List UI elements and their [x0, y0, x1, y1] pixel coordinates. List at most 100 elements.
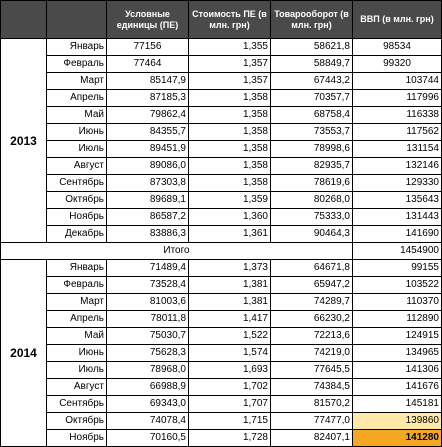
- month-cell: Октябрь: [46, 412, 107, 430]
- units-cell: 71489,4: [106, 259, 189, 277]
- header-row: Условные единицы (ПЕ) Стоимость ПЕ (в мл…: [0, 0, 442, 39]
- month-cell: Июнь: [46, 344, 107, 362]
- month-cell: Февраль: [46, 55, 107, 73]
- table-row: Апрель 78011,8 1,417 66230,2 112890: [1, 310, 442, 328]
- trade-cell: 82935,7: [270, 157, 353, 175]
- trade-cell: 70357,7: [270, 89, 353, 107]
- cost-cell: 1,357: [188, 55, 271, 73]
- cost-cell: 1,702: [188, 378, 271, 396]
- units-cell: 78011,8: [106, 310, 189, 328]
- month-cell: Январь: [46, 259, 107, 277]
- header-year: [0, 0, 47, 39]
- total-label: Итого: [0, 242, 353, 260]
- table-row: Декабрь 83886,3 1,361 90464,3 141690: [1, 225, 442, 243]
- cost-cell: 1,728: [188, 429, 271, 447]
- trade-cell: 64671,8: [270, 259, 353, 277]
- month-cell: Апрель: [46, 89, 107, 107]
- units-cell: 70160,5: [106, 429, 189, 447]
- gdp-cell: 124915: [352, 327, 442, 345]
- units-cell: 78968,0: [106, 361, 189, 379]
- gdp-cell: 129330: [352, 174, 442, 192]
- cost-cell: 1,693: [188, 361, 271, 379]
- cost-cell: 1,417: [188, 310, 271, 328]
- gdp-cell: 141676: [352, 378, 442, 396]
- table-row: Февраль 77464 1,357 58849,7 99320: [1, 55, 442, 73]
- gdp-cell: 99320: [352, 55, 442, 73]
- gdp-cell: 145181: [352, 395, 442, 413]
- units-cell: 89451,9: [106, 140, 189, 158]
- table-row: Июнь 84355,7 1,358 73553,7 117562: [1, 123, 442, 141]
- gdp-cell: 141306: [352, 361, 442, 379]
- units-cell: 87303,8: [106, 174, 189, 192]
- gdp-cell: 131154: [352, 140, 442, 158]
- trade-cell: 78998,6: [270, 140, 353, 158]
- table-row: Октябрь 74078,4 1,715 77477,0 139860: [1, 412, 442, 430]
- units-cell: 83886,3: [106, 225, 189, 243]
- table-row: Февраль 73528,4 1,381 65947,2 103522: [1, 276, 442, 294]
- gdp-cell: 134965: [352, 344, 442, 362]
- gdp-cell: 117996: [352, 89, 442, 107]
- cost-cell: 1,381: [188, 293, 271, 311]
- cost-cell: 1,358: [188, 174, 271, 192]
- units-cell: 89689,1: [106, 191, 189, 209]
- trade-cell: 65947,2: [270, 276, 353, 294]
- header-units: Условные единицы (ПЕ): [106, 0, 189, 39]
- trade-cell: 67443,2: [270, 72, 353, 90]
- table-row: Август 89086,0 1,358 82935,7 132146: [1, 157, 442, 175]
- units-cell: 77464: [106, 55, 189, 73]
- header-trade: Товарооборот (в млн. грн): [270, 0, 353, 39]
- table-row: Октябрь 89689,1 1,359 80268,0 135643: [1, 191, 442, 209]
- gdp-cell: 110370: [352, 293, 442, 311]
- total-gdp-cell: 1454900: [352, 242, 442, 260]
- month-cell: Ноябрь: [46, 429, 107, 447]
- month-cell: Сентябрь: [46, 395, 107, 413]
- table-row: Март 81003,6 1,381 74289,7 110370: [1, 293, 442, 311]
- month-cell: Сентябрь: [46, 174, 107, 192]
- units-cell: 75628,3: [106, 344, 189, 362]
- month-cell: Август: [46, 378, 107, 396]
- trade-cell: 77477,0: [270, 412, 353, 430]
- units-cell: 75030,7: [106, 327, 189, 345]
- cost-cell: 1,574: [188, 344, 271, 362]
- units-cell: 84355,7: [106, 123, 189, 141]
- month-cell: Май: [46, 106, 107, 124]
- cost-cell: 1,358: [188, 123, 271, 141]
- units-cell: 69343,0: [106, 395, 189, 413]
- month-cell: Июнь: [46, 123, 107, 141]
- gdp-cell-selected: 141280: [352, 429, 442, 447]
- table-row: Июль 89451,9 1,358 78998,6 131154: [1, 140, 442, 158]
- gdp-cell: 116338: [352, 106, 442, 124]
- gdp-cell: 99155: [352, 259, 442, 277]
- table-row: Июнь 75628,3 1,574 74219,0 134965: [1, 344, 442, 362]
- trade-cell: 58849,7: [270, 55, 353, 73]
- cost-cell: 1,381: [188, 276, 271, 294]
- cost-cell: 1,358: [188, 106, 271, 124]
- units-cell: 73528,4: [106, 276, 189, 294]
- table-row: Май 75030,7 1,522 72213,6 124915: [1, 327, 442, 345]
- cost-cell: 1,360: [188, 208, 271, 226]
- units-cell: 66988,9: [106, 378, 189, 396]
- trade-cell: 74289,7: [270, 293, 353, 311]
- gdp-cell: 135643: [352, 191, 442, 209]
- gdp-cell: 112890: [352, 310, 442, 328]
- gdp-cell: 132146: [352, 157, 442, 175]
- units-cell: 79862,4: [106, 106, 189, 124]
- year-2013-label: 2013: [0, 38, 47, 243]
- table-row: 2014 Январь 71489,4 1,373 64671,8 99155: [0, 259, 442, 447]
- units-cell: 86587,2: [106, 208, 189, 226]
- month-cell: Январь: [46, 38, 107, 56]
- units-cell: 87185,3: [106, 89, 189, 107]
- trade-cell: 81570,2: [270, 395, 353, 413]
- trade-cell: 78619,6: [270, 174, 353, 192]
- trade-cell: 77645,5: [270, 361, 353, 379]
- cost-cell: 1,358: [188, 157, 271, 175]
- trade-cell: 75333,0: [270, 208, 353, 226]
- cost-cell: 1,355: [188, 38, 271, 56]
- table-row: Сентябрь 69343,0 1,707 81570,2 145181: [1, 395, 442, 413]
- trade-cell: 82407,1: [270, 429, 353, 447]
- cost-cell: 1,357: [188, 72, 271, 90]
- gdp-cell: 103522: [352, 276, 442, 294]
- gdp-cell-highlighted: 139860: [352, 412, 442, 430]
- month-cell: Март: [46, 293, 107, 311]
